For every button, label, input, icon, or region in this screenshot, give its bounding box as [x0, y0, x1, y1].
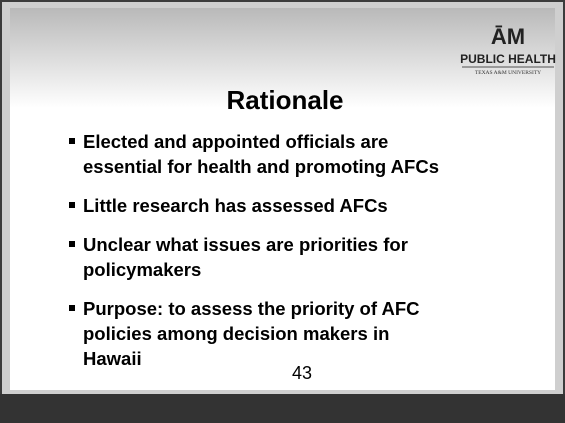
bullet-text: Elected and appointed officials are: [83, 131, 388, 152]
content-area: [10, 108, 555, 390]
bullet-marker: [69, 138, 75, 144]
bullet-marker: [69, 305, 75, 311]
bullet-text: Hawaii: [83, 348, 142, 369]
logo-name: PUBLIC HEALTH: [460, 52, 556, 66]
logo-mark: ĀM: [491, 24, 525, 49]
bullet-text: Purpose: to assess the priority of AFC: [83, 298, 420, 319]
bullet-text: Unclear what issues are priorities for: [83, 234, 408, 255]
bullet-list: Elected and appointed officials are essen…: [69, 131, 439, 369]
logo-university: TEXAS A&M UNIVERSITY: [475, 70, 541, 76]
bullet-text: Little research has assessed AFCs: [83, 195, 388, 216]
footer-band: [0, 394, 565, 423]
bullet-marker: [69, 202, 75, 208]
header-band: [10, 8, 555, 108]
bullet-text: policymakers: [83, 259, 201, 280]
bullet-marker: [69, 241, 75, 247]
bullet-text: essential for health and promoting AFCs: [83, 156, 439, 177]
bullet-text: policies among decision makers in: [83, 323, 389, 344]
page-number: 43: [292, 363, 312, 383]
slide-title: Rationale: [226, 85, 343, 115]
